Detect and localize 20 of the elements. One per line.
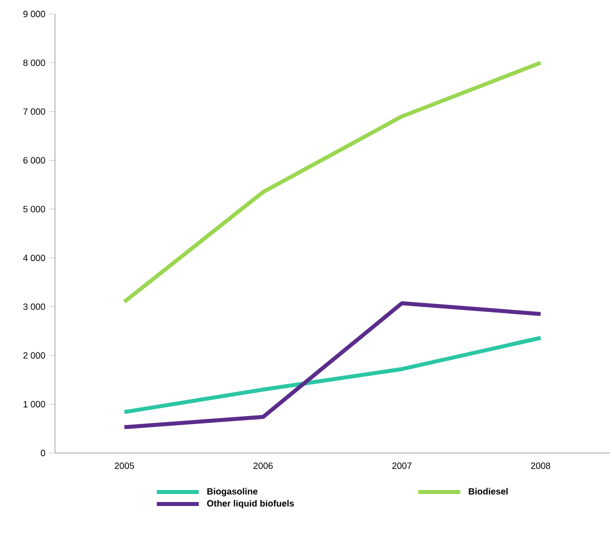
x-tick-label: 2006 [254, 462, 273, 469]
y-tick-label: 3 000 [23, 303, 46, 310]
line-series [122, 301, 543, 430]
y-tick-label: 4 000 [23, 254, 46, 262]
line-series [122, 336, 543, 414]
legend-label: Biogasoline [207, 488, 258, 496]
legend-label: Biodiesel [468, 488, 508, 495]
y-tick-label: 9 000 [23, 10, 46, 18]
x-tick-label: 2007 [392, 462, 412, 469]
y-tick-label: 8 000 [23, 60, 46, 66]
y-tick-label: 5 000 [23, 206, 46, 212]
y-tick-label: 0 [40, 450, 46, 456]
y-tick-label: 7 000 [23, 108, 46, 115]
legend-label: Other liquid biofuels [207, 500, 294, 508]
line-series [122, 60, 543, 304]
y-tick-label: 1 000 [24, 401, 46, 408]
x-tick-label: 2008 [531, 462, 550, 469]
y-tick-label: 6 000 [23, 157, 46, 164]
y-tick-label: 2 000 [23, 352, 46, 359]
x-tick-label: 2005 [114, 462, 134, 469]
